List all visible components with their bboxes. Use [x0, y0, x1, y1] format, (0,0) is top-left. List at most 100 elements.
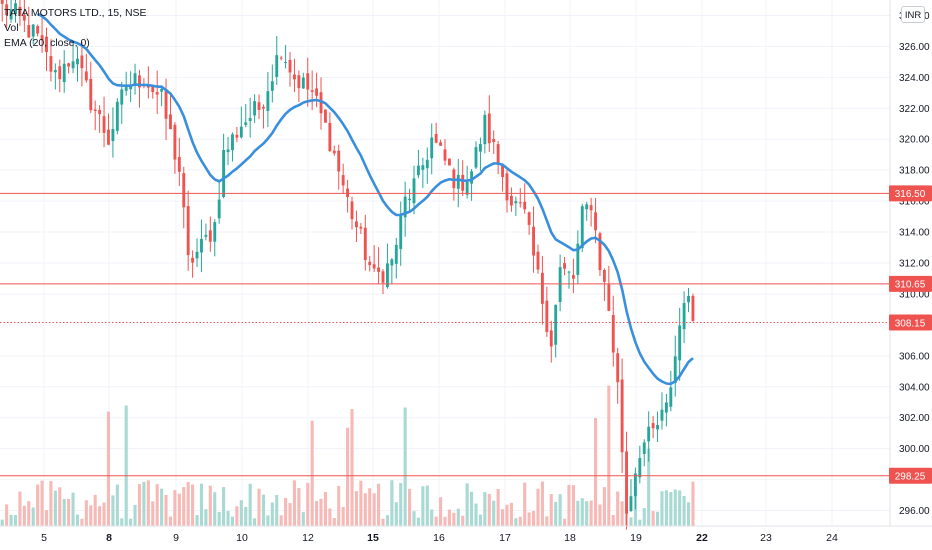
candle-body	[430, 137, 434, 159]
volume-bar	[288, 503, 292, 526]
volume-bar	[75, 514, 80, 526]
price-tick-label: 318.00	[899, 166, 930, 177]
price-tick-label: 300.00	[899, 444, 930, 455]
volume-bar	[191, 484, 195, 526]
volume-bar	[478, 514, 482, 526]
candle-body	[138, 75, 141, 88]
candle-body	[288, 59, 292, 73]
candle-body	[496, 144, 500, 165]
candle-body	[315, 88, 319, 96]
volume-bar	[647, 448, 651, 526]
candle-body	[487, 113, 491, 144]
volume-bar	[518, 516, 522, 526]
volume-bar	[416, 517, 420, 526]
volume-bar	[177, 493, 181, 526]
candle-body	[492, 139, 496, 143]
volume-bar	[341, 506, 345, 526]
volume-bar	[381, 518, 385, 526]
ema-series-line	[36, 12, 694, 386]
candle-body	[173, 124, 177, 160]
candle-body	[470, 171, 474, 184]
candle-body	[213, 222, 217, 242]
candle-body	[558, 267, 562, 303]
candle-body	[204, 234, 208, 237]
candle-body	[222, 149, 226, 198]
price-tick-label: 314.00	[899, 228, 930, 239]
volume-bar	[306, 482, 310, 526]
volume-bar	[160, 488, 164, 526]
volume-bar	[483, 492, 487, 526]
time-axis[interactable]: 5 8 9 10 12 15 16 17 18 19 22 23 24	[0, 525, 932, 544]
candle-body	[84, 71, 88, 81]
volume-bar	[554, 501, 558, 526]
volume-bar	[496, 489, 500, 526]
volume-bar	[602, 487, 606, 526]
volume-bar	[137, 484, 142, 526]
volume-bar	[678, 490, 682, 526]
candle-body	[545, 300, 549, 332]
candle-body	[151, 85, 155, 93]
volume-bar	[523, 482, 527, 526]
volume-bar	[332, 518, 336, 526]
volume-bar	[447, 509, 451, 526]
candle-body	[275, 55, 279, 77]
volume-bar	[558, 494, 562, 526]
volume-bar	[31, 507, 35, 526]
time-tick-label: 23	[760, 532, 772, 544]
candle-body	[633, 473, 637, 497]
price-level-label: 310.65	[895, 280, 926, 291]
volume-bar	[173, 490, 177, 526]
time-tick-label: 16	[433, 532, 445, 544]
candle-body	[377, 267, 381, 272]
volume-bar	[474, 503, 478, 526]
volume-bar	[368, 488, 372, 526]
candle-body	[465, 181, 469, 195]
candle-body	[594, 212, 597, 231]
volume-bar	[164, 494, 168, 526]
volume-bar	[408, 488, 412, 526]
candle-body	[549, 330, 553, 347]
volume-bar	[501, 509, 505, 526]
time-tick-label: 12	[302, 532, 314, 544]
candle-body	[687, 295, 690, 303]
volume-bar	[58, 487, 62, 526]
candle-body	[129, 84, 133, 90]
volume-bar	[545, 516, 549, 526]
ema-indicator-label[interactable]: EMA (20, close, 0)	[4, 37, 90, 49]
candle-body	[461, 174, 465, 191]
candle-body	[673, 356, 677, 384]
price-axis[interactable]: 296.00298.00300.00302.00304.00306.00308.…	[889, 0, 930, 526]
volume-bar	[443, 516, 447, 526]
volume-bar	[567, 484, 571, 526]
time-tick-label: 24	[826, 532, 838, 544]
symbol-title[interactable]: TATA MOTORS LTD., 15, NSE	[4, 7, 147, 19]
volume-bar	[346, 427, 350, 526]
candle-body	[195, 251, 199, 259]
volume-bar	[18, 491, 22, 526]
candle-body	[14, 3, 17, 15]
candle-body	[567, 271, 571, 273]
volume-bar	[527, 512, 531, 526]
volume-bar	[465, 483, 469, 526]
volume-bar	[257, 488, 261, 526]
volume-bar	[217, 512, 221, 526]
price-tick-label: 296.00	[899, 506, 930, 517]
volume-indicator-label[interactable]: Vol	[4, 22, 19, 34]
volume-bar	[208, 485, 212, 526]
candle-body	[678, 325, 682, 361]
candle-body	[346, 188, 350, 198]
candle-body	[253, 101, 257, 116]
volume-bar	[691, 481, 695, 526]
volume-bar	[102, 502, 106, 526]
candle-body	[368, 261, 372, 266]
candle-body	[182, 173, 186, 208]
candle-body	[447, 158, 451, 166]
volume-bar	[323, 491, 327, 526]
volume-bar	[270, 502, 274, 526]
volume-bar	[430, 509, 434, 526]
currency-badge[interactable]: INR	[901, 6, 925, 23]
candle-body	[554, 304, 558, 345]
candle-body	[319, 92, 323, 114]
candle-body	[616, 353, 620, 383]
